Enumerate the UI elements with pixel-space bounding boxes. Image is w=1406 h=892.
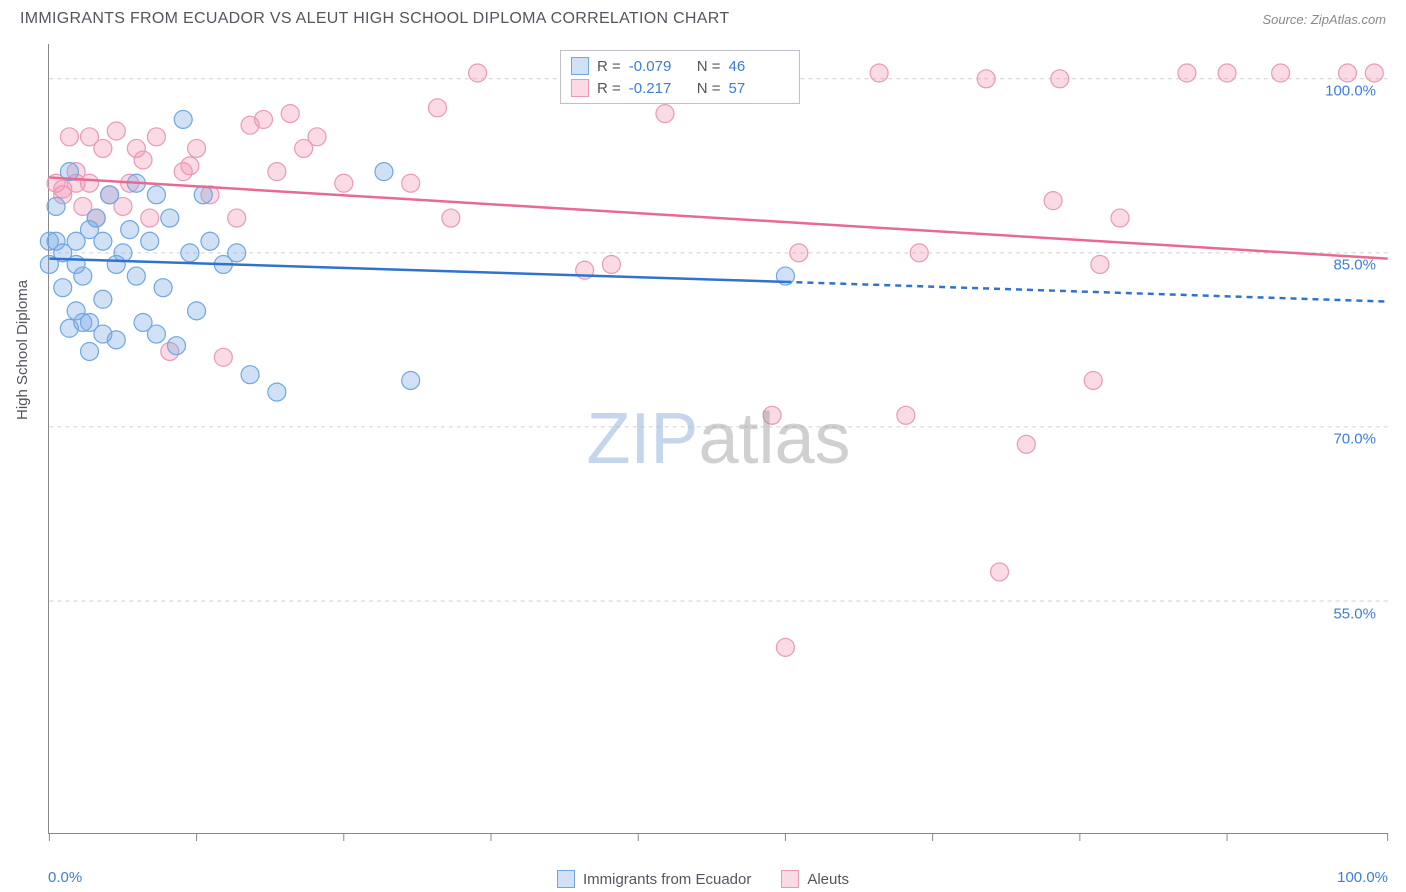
r-label: R = <box>597 80 621 97</box>
legend-bottom: Immigrants from Ecuador Aleuts <box>0 870 1406 888</box>
stats-row-ecuador: R = -0.079 N = 46 <box>571 55 789 77</box>
legend-label-aleuts: Aleuts <box>807 871 849 888</box>
y-axis-label: High School Diploma <box>14 280 31 420</box>
n-value-ecuador: 46 <box>729 58 789 75</box>
legend-label-ecuador: Immigrants from Ecuador <box>583 871 751 888</box>
n-value-aleuts: 57 <box>729 80 789 97</box>
y-tick-label: 55.0% <box>1333 605 1376 622</box>
y-tick-label: 70.0% <box>1333 431 1376 448</box>
r-label: R = <box>597 58 621 75</box>
legend-swatch-aleuts <box>781 870 799 888</box>
legend-item-ecuador: Immigrants from Ecuador <box>557 870 751 888</box>
chart-title: IMMIGRANTS FROM ECUADOR VS ALEUT HIGH SC… <box>20 10 729 28</box>
source-label: Source: ZipAtlas.com <box>1262 12 1386 27</box>
legend-swatch-ecuador <box>557 870 575 888</box>
y-tick-label: 85.0% <box>1333 257 1376 274</box>
y-tick-label: 100.0% <box>1325 82 1376 99</box>
header: IMMIGRANTS FROM ECUADOR VS ALEUT HIGH SC… <box>0 0 1406 34</box>
stats-swatch-ecuador <box>571 57 589 75</box>
stats-box: R = -0.079 N = 46 R = -0.217 N = 57 <box>560 50 800 104</box>
n-label: N = <box>697 58 721 75</box>
n-label: N = <box>697 80 721 97</box>
scatter-plot <box>49 44 1388 833</box>
chart-area: ZIPatlas 55.0%70.0%85.0%100.0% <box>48 44 1388 834</box>
r-value-ecuador: -0.079 <box>629 58 689 75</box>
legend-item-aleuts: Aleuts <box>781 870 849 888</box>
stats-swatch-aleuts <box>571 79 589 97</box>
stats-row-aleuts: R = -0.217 N = 57 <box>571 77 789 99</box>
r-value-aleuts: -0.217 <box>629 80 689 97</box>
